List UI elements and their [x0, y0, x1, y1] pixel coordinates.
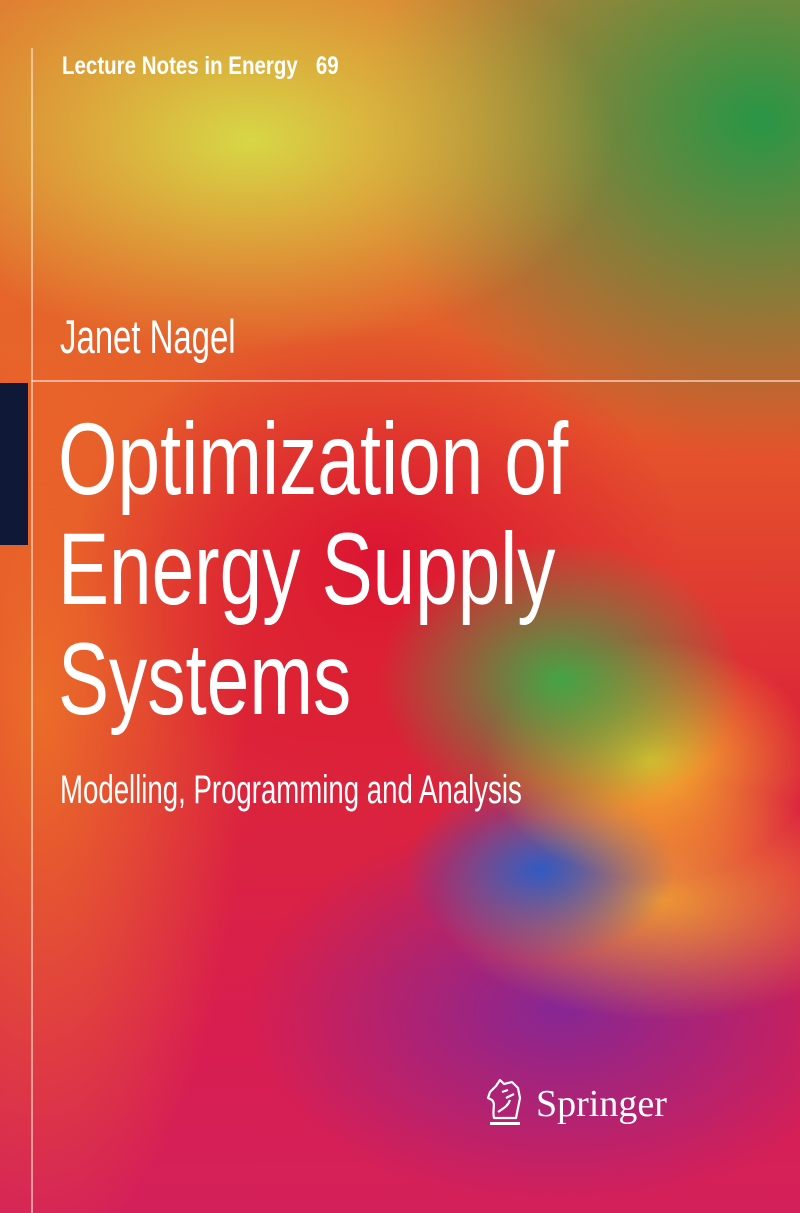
- title-line: Optimization of: [58, 402, 569, 516]
- publisher-name: Springer: [536, 1083, 667, 1125]
- title-line: Energy Supply: [58, 512, 556, 626]
- book-title: Optimization of Energy Supply Systems: [58, 404, 568, 734]
- subtitle: Modelling, Programming and Analysis: [60, 768, 522, 812]
- series-title: Lecture Notes in Energy 69: [62, 52, 339, 81]
- author: Janet Nagel: [60, 310, 236, 363]
- vertical-rule: [31, 48, 33, 1213]
- accent-bar: [0, 383, 28, 545]
- horizontal-rule: [31, 380, 800, 382]
- publisher-logo: Springer: [484, 1078, 667, 1130]
- series-name: Lecture Notes in Energy: [62, 52, 298, 80]
- series-volume: 69: [315, 52, 339, 80]
- title-line: Systems: [58, 622, 352, 736]
- springer-horse-icon: [486, 1078, 522, 1125]
